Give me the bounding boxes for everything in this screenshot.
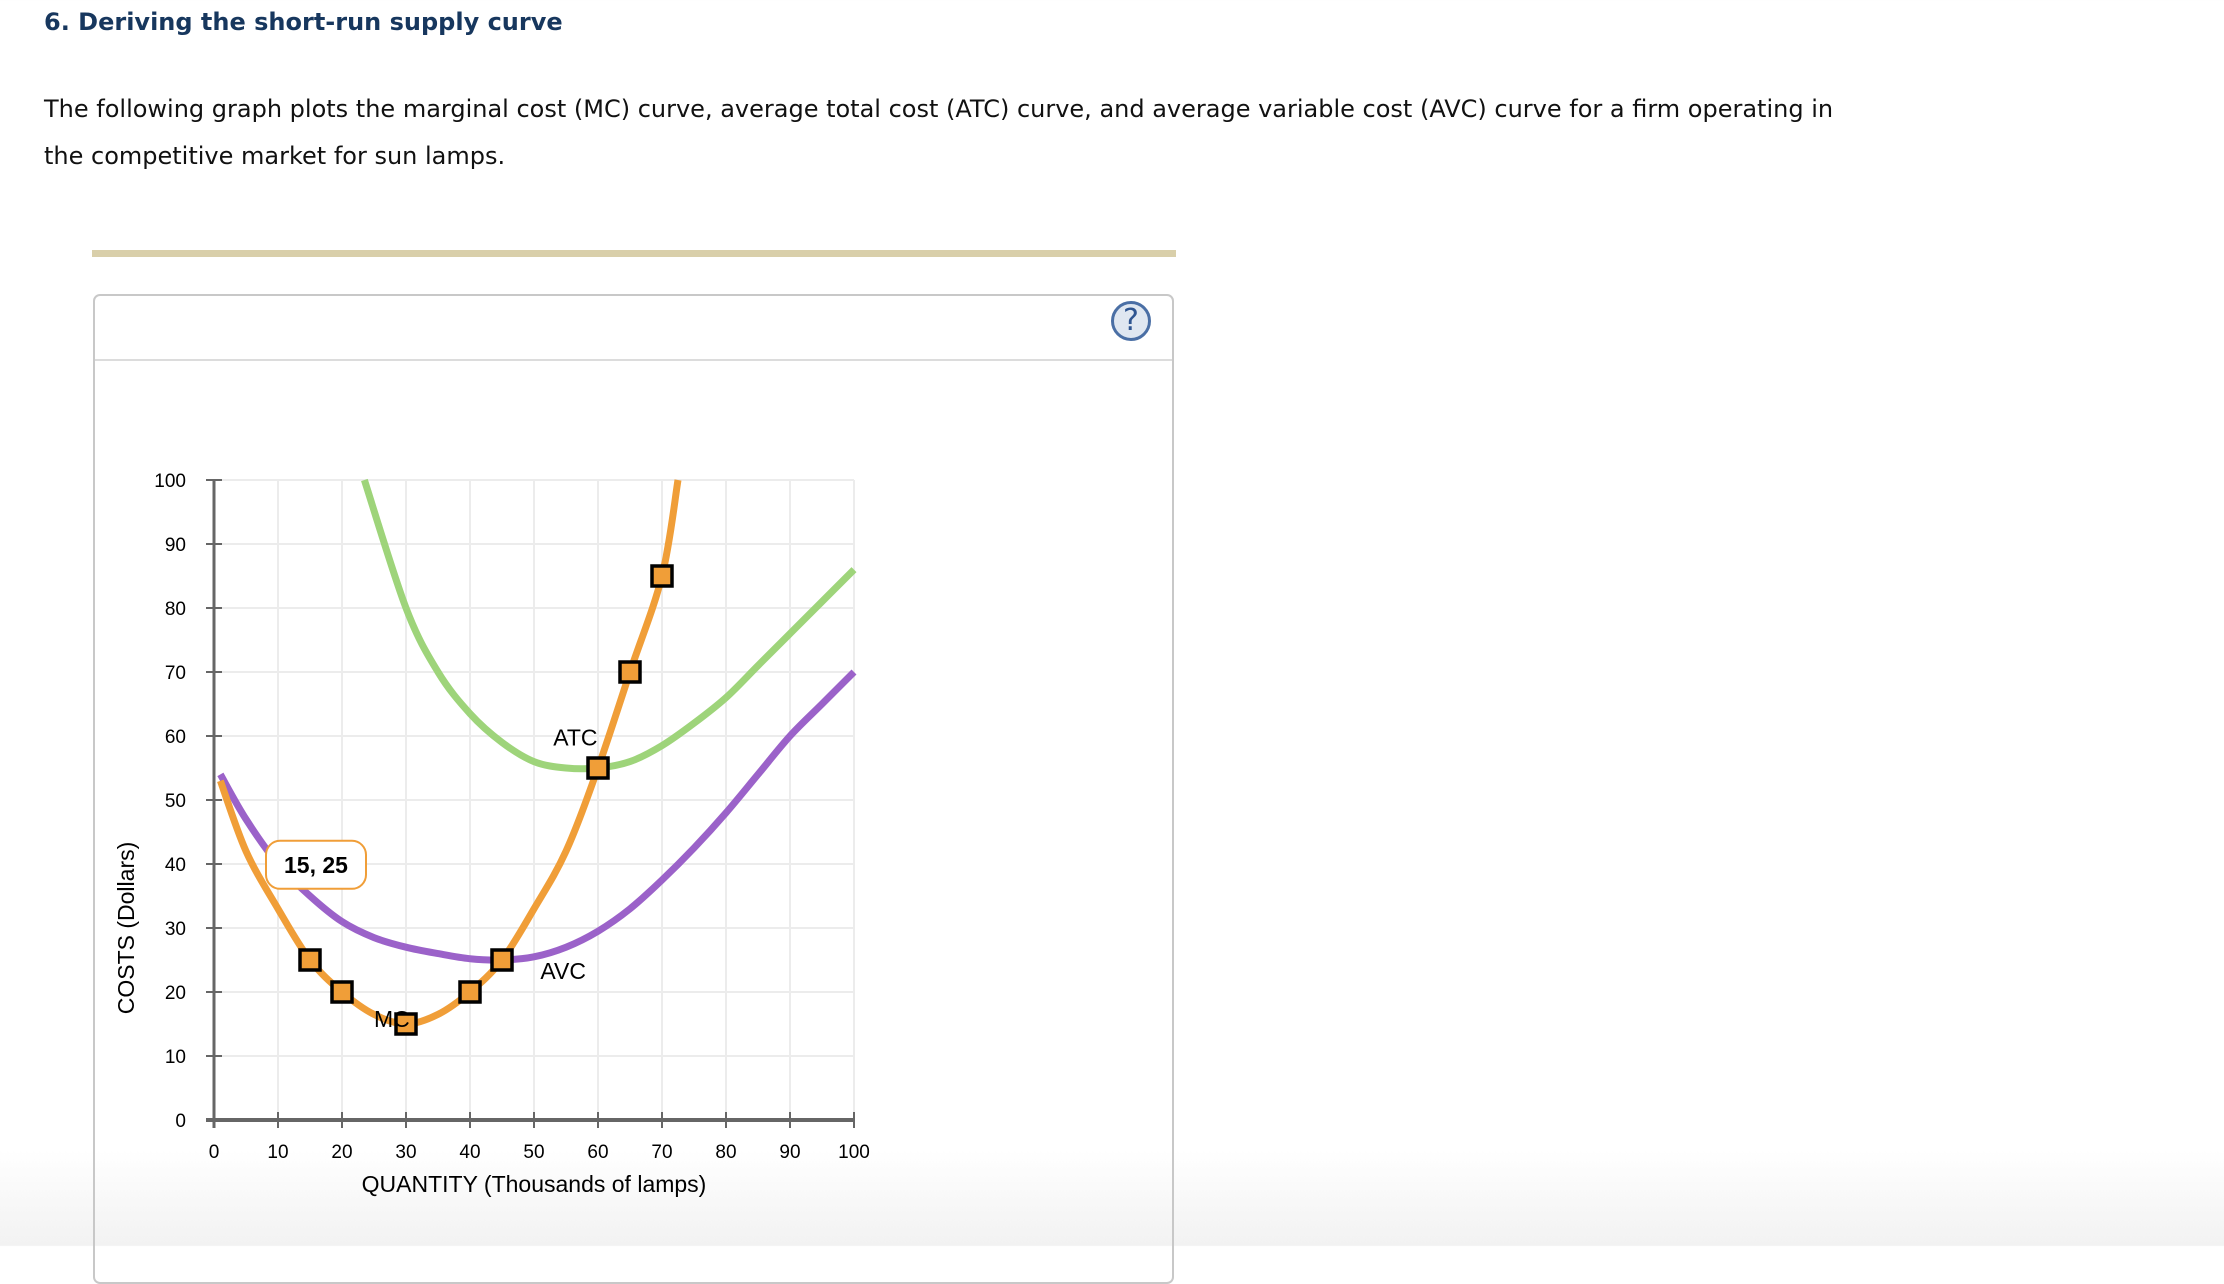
mc-point-marker[interactable] <box>298 948 322 972</box>
section-divider <box>92 250 1176 257</box>
axes <box>206 479 855 1128</box>
y-tick-label: 30 <box>165 919 186 940</box>
x-tick-label: 100 <box>838 1142 870 1163</box>
y-tick-label: 0 <box>175 1111 186 1132</box>
x-tick-label: 80 <box>715 1142 736 1163</box>
y-tick-label: 50 <box>165 791 186 812</box>
graph-panel-header <box>95 296 1172 361</box>
x-tick-label: 40 <box>459 1142 480 1163</box>
tooltip-text: 15, 25 <box>284 852 348 878</box>
y-tick-label: 60 <box>165 727 186 748</box>
point-tooltip: 15, 25 <box>265 839 367 890</box>
tick-labels: 0 10 20 30 40 50 60 70 80 90 100 0 10 20 30 40 50 60 70 80 9… <box>154 471 870 1163</box>
curves <box>217 478 857 1028</box>
mc-point-marker[interactable] <box>394 1012 418 1036</box>
mc-label: MC <box>374 1006 410 1032</box>
x-tick-label: 0 <box>209 1142 220 1163</box>
x-tick-label: 30 <box>395 1142 416 1163</box>
x-tick-label: 70 <box>651 1142 672 1163</box>
help-button[interactable]: ? <box>1111 301 1151 341</box>
mc-point-markers[interactable] <box>298 564 674 1036</box>
mc-point-marker[interactable] <box>650 564 674 588</box>
y-tick-label: 70 <box>165 663 186 684</box>
cost-curves-chart: 0 10 20 30 40 50 60 70 80 90 100 0 10 20 30 40 50 60 70 80 9… <box>113 471 870 1197</box>
mc-point-marker[interactable] <box>618 660 642 684</box>
avc-curve <box>217 669 857 964</box>
avc-label: AVC <box>540 958 586 984</box>
y-tick-label: 20 <box>165 983 186 1004</box>
intro-paragraph: The following graph plots the marginal c… <box>44 95 1834 170</box>
mc-point-marker[interactable] <box>490 948 514 972</box>
x-tick-label: 20 <box>331 1142 352 1163</box>
y-tick-label: 90 <box>165 535 186 556</box>
x-tick-label: 90 <box>779 1142 800 1163</box>
mc-point-marker[interactable] <box>330 980 354 1004</box>
curve-labels: MC ATC AVC 15, 25 <box>265 725 597 1032</box>
mc-point-marker[interactable] <box>586 756 610 780</box>
x-tick-label: 60 <box>587 1142 608 1163</box>
y-tick-label: 40 <box>165 855 186 876</box>
question-circle-icon: ? <box>1123 303 1139 338</box>
mc-curve <box>217 479 682 1028</box>
x-tick-label: 50 <box>523 1142 544 1163</box>
y-axis-title: COSTS (Dollars) <box>113 842 139 1015</box>
x-axis-title: QUANTITY (Thousands of lamps) <box>362 1171 707 1197</box>
grid-lines <box>214 479 855 1120</box>
y-tick-label: 80 <box>165 599 186 620</box>
x-tick-label: 10 <box>267 1142 288 1163</box>
page-title: 6. Deriving the short-run supply curve <box>44 8 563 36</box>
mc-point-marker[interactable] <box>458 980 482 1004</box>
atc-label: ATC <box>553 725 597 751</box>
y-tick-label: 100 <box>154 471 186 492</box>
y-tick-label: 10 <box>165 1047 186 1068</box>
